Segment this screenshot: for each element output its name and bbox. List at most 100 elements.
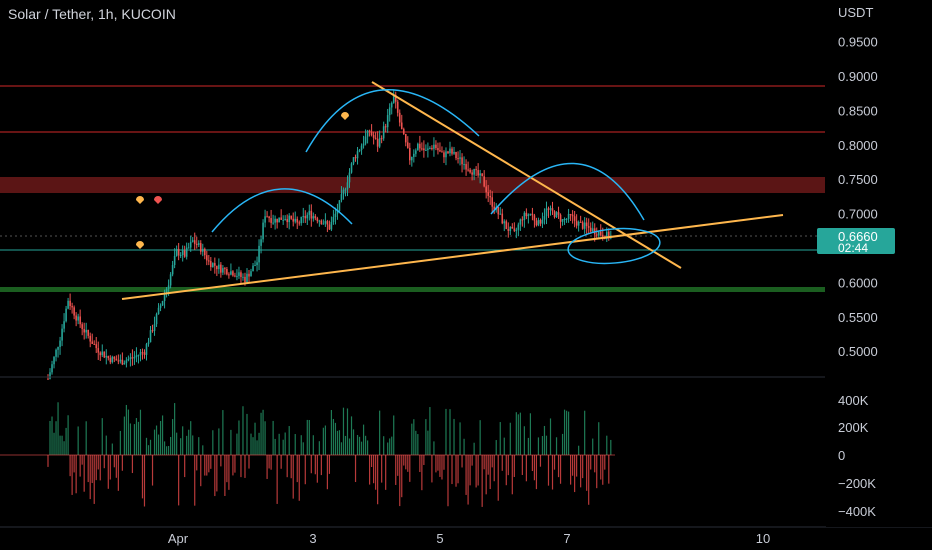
candle-body bbox=[244, 276, 246, 283]
candle-body bbox=[99, 352, 102, 356]
volume-bar bbox=[411, 423, 413, 455]
candles bbox=[47, 90, 612, 380]
candle-body bbox=[533, 215, 536, 221]
price-axis[interactable] bbox=[826, 0, 932, 527]
candle-body bbox=[266, 216, 268, 218]
candle-body bbox=[461, 157, 463, 165]
volume-bar bbox=[252, 437, 254, 455]
candle-body bbox=[370, 131, 373, 136]
volume-bar bbox=[487, 455, 489, 475]
descending-trendline[interactable] bbox=[371, 81, 682, 269]
volume-bar bbox=[202, 445, 204, 455]
candle-body bbox=[216, 265, 218, 270]
volume-bar bbox=[228, 455, 230, 490]
volume-bar bbox=[290, 455, 292, 479]
candle-body bbox=[421, 148, 423, 150]
volume-bar bbox=[354, 455, 357, 483]
volume-bar bbox=[541, 436, 544, 455]
volume-bar bbox=[238, 420, 240, 455]
volume-bar bbox=[63, 441, 65, 455]
candle-body bbox=[135, 355, 138, 357]
volume-bar bbox=[270, 455, 272, 470]
candle-body bbox=[561, 219, 564, 222]
candle-body bbox=[210, 261, 212, 268]
volume-bar bbox=[190, 421, 192, 455]
volume-bar bbox=[107, 455, 109, 489]
candle-body bbox=[497, 206, 500, 215]
candle-body bbox=[218, 264, 220, 270]
ascending-trendline[interactable] bbox=[121, 214, 784, 300]
volume-tick-label: 200K bbox=[838, 420, 869, 435]
volume-bar bbox=[582, 455, 584, 479]
candle-body bbox=[459, 157, 461, 159]
volume-bar bbox=[274, 438, 276, 455]
volume-bar bbox=[383, 436, 385, 455]
candle-body bbox=[523, 212, 526, 221]
volume-bar bbox=[143, 455, 146, 507]
volume-bar bbox=[105, 435, 107, 455]
candle-body bbox=[503, 221, 506, 224]
volume-bar bbox=[523, 426, 525, 455]
volume-bar bbox=[61, 435, 63, 455]
volume-bar bbox=[356, 434, 359, 455]
volume-bar bbox=[338, 430, 341, 455]
volume-bar bbox=[282, 439, 284, 455]
candle-body bbox=[376, 138, 379, 147]
head-arc[interactable] bbox=[305, 89, 480, 153]
candle-body bbox=[539, 220, 542, 224]
volume-bar bbox=[491, 455, 493, 468]
volume-bar bbox=[163, 441, 166, 455]
volume-bar bbox=[280, 455, 282, 469]
volume-bar bbox=[483, 455, 485, 470]
candle-body bbox=[499, 213, 502, 215]
volume-bar bbox=[473, 442, 475, 455]
candle-body bbox=[427, 148, 429, 150]
price-tick-label: 0.8500 bbox=[838, 103, 878, 118]
candle-body bbox=[481, 173, 483, 177]
volume-bar bbox=[69, 455, 71, 477]
candle-body bbox=[155, 314, 158, 325]
volume-bar bbox=[254, 422, 256, 455]
breakout-ellipse[interactable] bbox=[567, 225, 662, 267]
candle-body bbox=[549, 208, 552, 210]
candle-body bbox=[232, 271, 234, 276]
right-shoulder-arc[interactable] bbox=[490, 162, 645, 221]
candle-body bbox=[193, 240, 196, 244]
volume-bar bbox=[208, 455, 210, 473]
volume-bar bbox=[481, 455, 483, 507]
time-tick-label: 7 bbox=[563, 531, 570, 546]
volume-bar bbox=[567, 411, 570, 455]
candle-body bbox=[364, 136, 367, 144]
candle-body bbox=[328, 224, 331, 230]
candle-body bbox=[394, 94, 397, 102]
candle-body bbox=[447, 151, 449, 154]
volume-bar bbox=[461, 455, 463, 468]
candle-body bbox=[545, 208, 548, 217]
volume-bar bbox=[77, 426, 79, 455]
candle-body bbox=[117, 360, 120, 362]
volume-bar bbox=[399, 455, 401, 507]
candle-body bbox=[97, 348, 100, 353]
volume-bar bbox=[186, 435, 188, 455]
candle-body bbox=[63, 321, 65, 329]
candle-body bbox=[95, 344, 98, 349]
left-shoulder-arc[interactable] bbox=[211, 188, 353, 233]
volume-bar bbox=[519, 412, 521, 455]
volume-bar bbox=[145, 437, 148, 455]
volume-bar bbox=[157, 434, 160, 455]
volume-bar bbox=[65, 427, 67, 455]
candle-body bbox=[89, 335, 92, 342]
price-tick-label: 0.6000 bbox=[838, 275, 878, 290]
candle-body bbox=[342, 189, 345, 195]
volume-bar bbox=[103, 455, 105, 469]
volume-bar bbox=[549, 418, 552, 455]
signal-marker-red bbox=[154, 196, 162, 204]
volume-bar bbox=[304, 455, 306, 485]
volume-bar bbox=[529, 413, 531, 455]
volume-bar bbox=[362, 424, 365, 455]
volume-bar bbox=[318, 441, 320, 455]
candle-body bbox=[91, 341, 94, 344]
volume-bar bbox=[222, 410, 224, 455]
candle-body bbox=[475, 169, 477, 171]
